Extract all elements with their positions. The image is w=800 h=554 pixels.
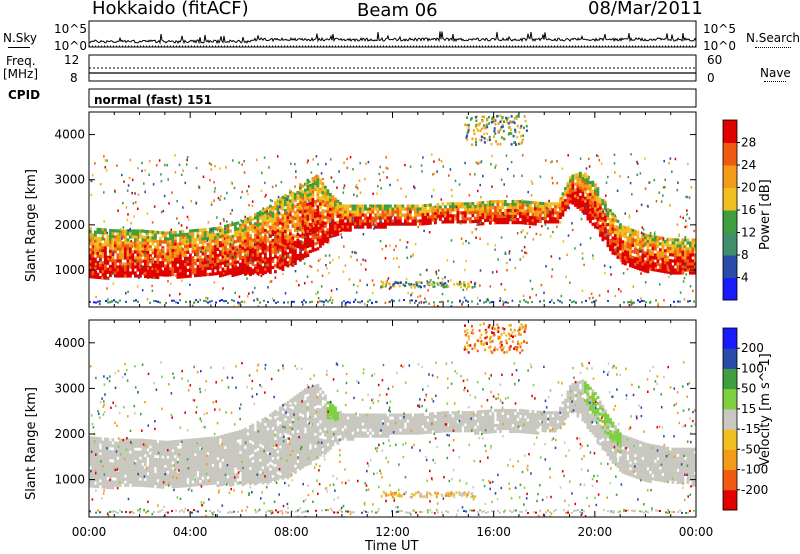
power-colorbar-tick-label: 16 — [741, 203, 756, 217]
noise-trace — [88, 31, 697, 45]
nave-label: Nave — [760, 66, 791, 80]
noise-tick-right-bottom: 10^0 — [703, 39, 736, 53]
power-panel — [88, 111, 697, 308]
xaxis-label: Time UT — [365, 539, 419, 554]
y-tick-label: 2000 — [54, 427, 85, 441]
noise-tick-right-top: 10^5 — [703, 22, 736, 36]
x-tick-label: 12:00 — [375, 525, 410, 539]
x-tick-label: 04:00 — [173, 525, 208, 539]
y-tick-label: 4000 — [54, 336, 85, 350]
velocity-colorbar-tick-label: -50 — [741, 442, 761, 456]
freq-tick-top: 12 — [64, 53, 80, 67]
velocity-colorbar-tick-label: -200 — [741, 483, 768, 497]
velocity-ylabel: Slant Range [km] — [24, 387, 39, 500]
power-colorbar-swatch — [723, 187, 737, 211]
nsky-underline — [8, 47, 30, 48]
freq-tick-bottom: 8 — [70, 71, 78, 85]
velocity-colorbar-tick-label: 100 — [741, 361, 764, 375]
power-colorbar-swatch — [723, 210, 737, 233]
power-colorbar-tick-label: 20 — [741, 181, 756, 195]
nsearch-dotted-line — [755, 47, 791, 48]
velocity-colorbar-tick-label: 15 — [741, 402, 756, 416]
x-tick-label: 08:00 — [274, 525, 309, 539]
freq-label-2: [MHz] — [3, 67, 39, 81]
power-colorbar-swatch — [723, 277, 737, 301]
nave-tick-top: 60 — [707, 53, 723, 67]
nsearch-label: N.Search — [746, 31, 800, 45]
radar-title: Hokkaido (fitACF) — [92, 0, 249, 19]
power-colorbar-tick-label: 4 — [741, 271, 749, 285]
freq-label-1: Freq. — [6, 54, 36, 68]
cpid-panel-frame — [88, 88, 697, 108]
velocity-colorbar-label: Velocity [m s^-1] — [758, 353, 773, 466]
power-colorbar-swatch — [723, 142, 737, 166]
beam-title: Beam 06 — [357, 0, 438, 21]
power-scatter — [89, 114, 696, 307]
velocity-colorbar-swatch — [723, 388, 737, 410]
freq-panel-frame — [88, 54, 697, 82]
power-ylabel: Slant Range [km] — [24, 169, 39, 282]
y-tick-label: 1000 — [54, 473, 85, 487]
nsky-label: N.Sky — [3, 31, 38, 45]
velocity-colorbar-swatch — [723, 408, 737, 430]
power-colorbar-swatch — [723, 255, 737, 278]
velocity-scatter — [89, 322, 696, 517]
x-tick-label: 00:00 — [72, 525, 107, 539]
y-tick-label: 2000 — [54, 218, 85, 232]
y-tick-label: 3000 — [54, 173, 85, 187]
velocity-colorbar-tick-label: -100 — [741, 463, 768, 477]
power-colorbar-tick-label: 8 — [741, 248, 749, 262]
velocity-colorbar-swatch — [723, 469, 737, 491]
velocity-colorbar-swatch — [723, 348, 737, 369]
power-colorbar-tick-label: 12 — [741, 226, 756, 240]
velocity-colorbar-swatch — [723, 449, 737, 471]
x-tick-label: 16:00 — [476, 525, 511, 539]
velocity-colorbar-swatch — [723, 328, 737, 349]
cpid-label: CPID — [8, 88, 41, 102]
x-tick-label: 00:00 — [679, 525, 714, 539]
power-colorbar-swatch — [723, 232, 737, 256]
top-panel-frames — [88, 20, 697, 108]
velocity-colorbar-tick-label: -15 — [741, 422, 761, 436]
nave-dotted-line — [764, 81, 786, 82]
velocity-colorbar-frame — [722, 327, 738, 511]
noise-tick-left-bottom: 10^0 — [54, 39, 87, 53]
noise-panel-frame — [88, 20, 697, 48]
power-colorbar-tick-label: 24 — [741, 158, 756, 172]
velocity-colorbar-tick-label: 50 — [741, 382, 756, 396]
date-title: 08/Mar/2011 — [588, 0, 703, 19]
axes: 1000 2000 3000 4000 1000 2000 3000 4000 00:00 04:… — [54, 112, 713, 539]
y-tick-label: 4000 — [54, 128, 85, 142]
nave-tick-bottom: 0 — [707, 71, 715, 85]
velocity-colorbar-swatch — [723, 429, 737, 450]
velocity-colorbar-tick-label: 200 — [741, 341, 764, 355]
power-colorbar-swatch — [723, 120, 737, 143]
power-colorbar-swatch — [723, 165, 737, 188]
power-colorbar-label: Power [dB] — [758, 179, 773, 250]
velocity-colorbar-swatch — [723, 368, 737, 390]
velocity-panel — [88, 319, 697, 518]
colorbars: 28 24 20 16 12 8 4 200 100 50 15 -15 -50 -100 -200 — [722, 119, 768, 511]
x-tick-label: 20:00 — [578, 525, 613, 539]
power-colorbar-tick-label: 28 — [741, 136, 756, 150]
noise-tick-left-top: 10^5 — [54, 22, 87, 36]
cpid-value: normal (fast) 151 — [94, 93, 212, 107]
y-tick-label: 1000 — [54, 263, 85, 277]
y-tick-label: 3000 — [54, 381, 85, 395]
velocity-colorbar-swatch — [723, 489, 737, 511]
